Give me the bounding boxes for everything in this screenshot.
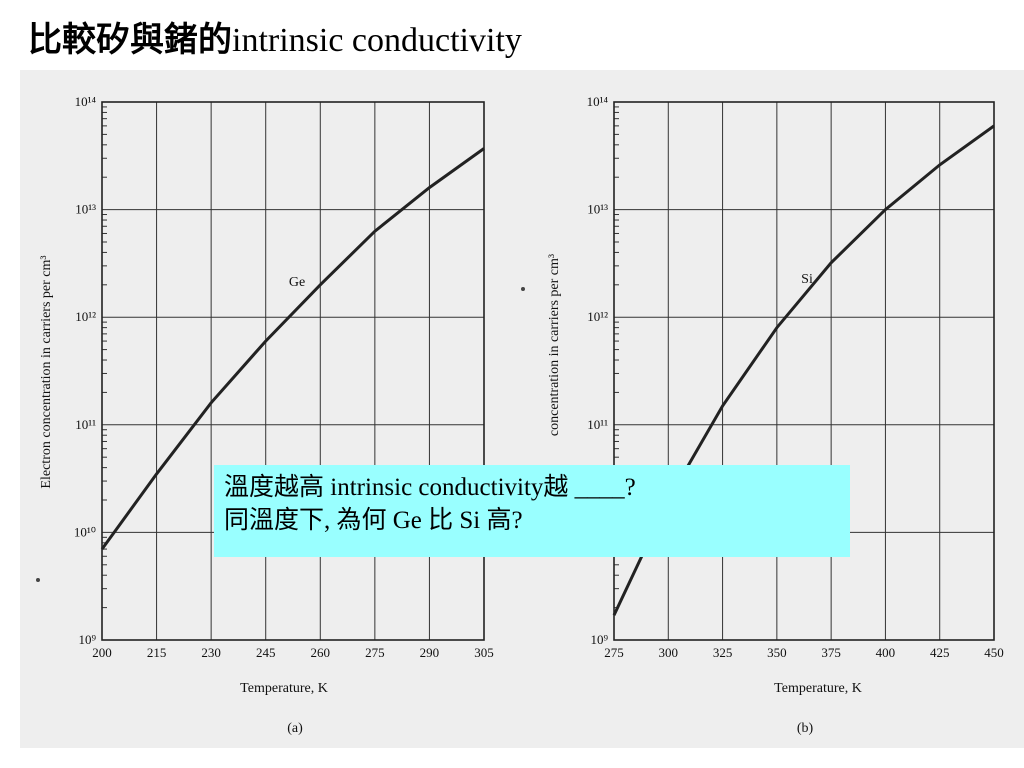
x-tick-label-a: 275 [365,645,385,660]
y-tick-label-a: 10¹¹ [75,417,96,432]
x-tick-label-b: 400 [876,645,896,660]
y-axis-label-b: concentration in carriers per cm³ [547,254,562,436]
slide-title-latin: intrinsic conductivity [232,22,522,59]
y-axis-label-a: Electron concentration in carriers per c… [39,255,54,488]
x-tick-label-b: 300 [659,645,679,660]
curve-label-si: Si [801,272,813,287]
x-tick-label-a: 215 [147,645,167,660]
x-tick-label-b: 375 [821,645,841,660]
slide-title-cjk: 比較矽與鍺的 [28,20,232,60]
x-tick-label-a: 200 [92,645,112,660]
question-box: 溫度越高 intrinsic conductivity越 ____? 同溫度下,… [214,465,850,557]
y-tick-label-b: 10¹⁴ [587,94,609,109]
x-tick-label-b: 275 [604,645,624,660]
curve-label-ge: Ge [289,275,305,290]
scan-speck [521,287,525,291]
x-axis-label-b: Temperature, K [774,681,862,696]
x-tick-label-a: 245 [256,645,276,660]
plot-frame-a [101,101,485,641]
y-tick-label-b: 10⁹ [590,632,608,647]
x-tick-label-a: 230 [201,645,221,660]
slide-title: 比較矽與鍺的intrinsic conductivity [28,20,522,61]
scan-speck [36,578,40,582]
y-tick-label-a: 10¹⁴ [75,94,97,109]
x-tick-label-b: 350 [767,645,787,660]
x-tick-label-b: 450 [984,645,1004,660]
panel-label-a: (a) [287,721,303,736]
y-tick-label-a: 10¹⁰ [74,524,96,539]
y-tick-label-a: 10¹³ [75,202,96,217]
x-tick-label-a: 305 [474,645,494,660]
plot-frame-b [613,101,995,641]
y-tick-label-b: 10¹³ [587,202,608,217]
x-axis-label-a: Temperature, K [240,681,328,696]
y-tick-label-b: 10¹¹ [587,417,608,432]
x-tick-label-a: 290 [420,645,440,660]
x-tick-label-a: 260 [311,645,331,660]
data-curve-ge [100,147,485,550]
question-line-2: 同溫度下, 為何 Ge 比 Si 高? [224,507,523,534]
scanned-page-background [20,70,1024,748]
y-tick-label-b: 10¹² [587,309,608,324]
question-line-1: 溫度越高 intrinsic conductivity越 ____? [224,474,636,501]
x-tick-label-b: 425 [930,645,950,660]
y-tick-label-a: 10¹² [75,309,96,324]
y-tick-label-a: 10⁹ [78,632,96,647]
x-tick-label-b: 325 [713,645,733,660]
panel-label-b: (b) [797,721,814,736]
